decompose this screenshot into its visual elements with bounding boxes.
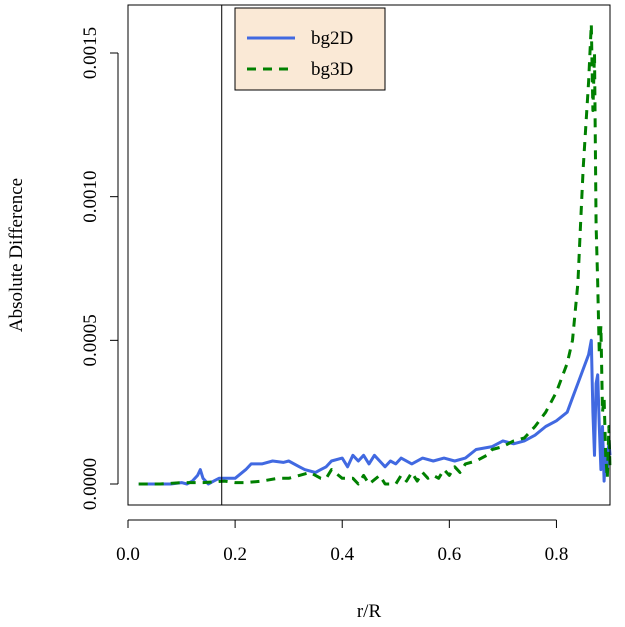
legend-box — [235, 8, 385, 90]
legend: bg2D bg3D — [235, 8, 385, 90]
x-tick-label: 0.4 — [330, 544, 354, 565]
y-tick-label: 0.0005 — [80, 314, 101, 366]
y-tick-label: 0.0000 — [80, 458, 101, 510]
series-line-bg2D — [139, 340, 610, 484]
x-tick-label: 0.6 — [437, 544, 461, 565]
x-tick-label: 0.8 — [545, 544, 569, 565]
x-tick-label: 0.2 — [223, 544, 247, 565]
legend-label-bg3D: bg3D — [311, 59, 353, 80]
series-line-bg3D — [139, 24, 610, 484]
legend-label-bg2D: bg2D — [311, 28, 353, 49]
x-axis-title: r/R — [357, 601, 382, 622]
y-tick-label: 0.0015 — [80, 27, 101, 79]
y-axis-title: Absolute Difference — [6, 178, 27, 332]
y-tick-label: 0.0010 — [80, 171, 101, 223]
series-layer — [139, 24, 610, 484]
x-tick-label: 0.0 — [116, 544, 140, 565]
